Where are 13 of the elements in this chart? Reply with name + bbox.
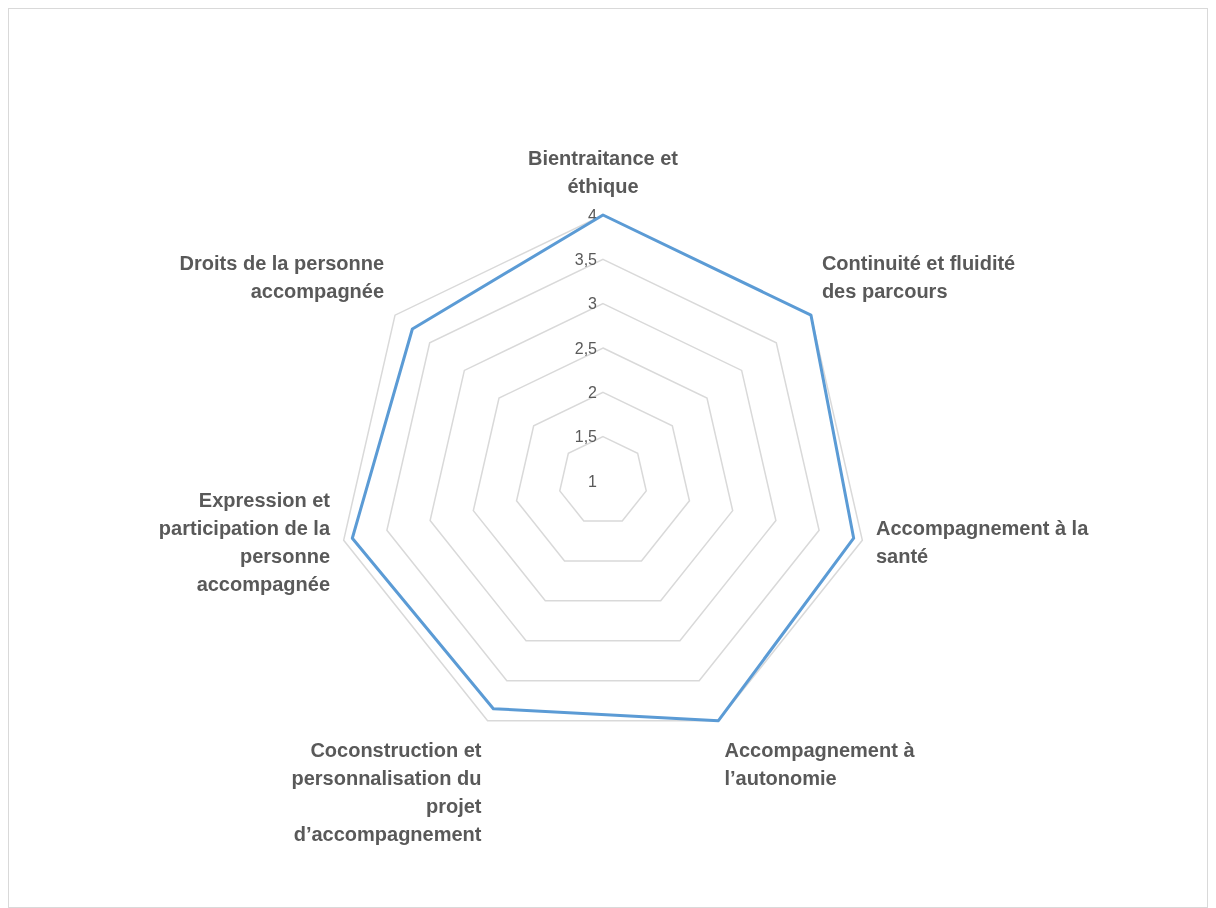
spoke-label: Coconstruction et personnalisation du projet d’accompagnement xyxy=(291,739,482,846)
y-tick-label: 3,5 xyxy=(574,250,598,268)
spoke-label: Bientraitance et éthique xyxy=(527,147,679,197)
y-tick-label: 2,5 xyxy=(574,339,598,357)
spoke-label: Continuité et fluidité des parcours xyxy=(821,252,1016,303)
spoke-label: Accompagnement à l’autonomie xyxy=(724,739,916,790)
y-tick-label: 1 xyxy=(588,472,598,490)
spoke-label: Accompagnement à la santé xyxy=(875,517,1090,568)
spoke-label: Droits de la personne accompagnée xyxy=(179,252,385,303)
spoke-label: Expression et participation de la personne accompagnée xyxy=(158,489,331,596)
y-tick-label: 2 xyxy=(588,383,598,401)
y-tick-label: 1,5 xyxy=(574,428,598,446)
y-tick-label: 3 xyxy=(588,295,598,313)
